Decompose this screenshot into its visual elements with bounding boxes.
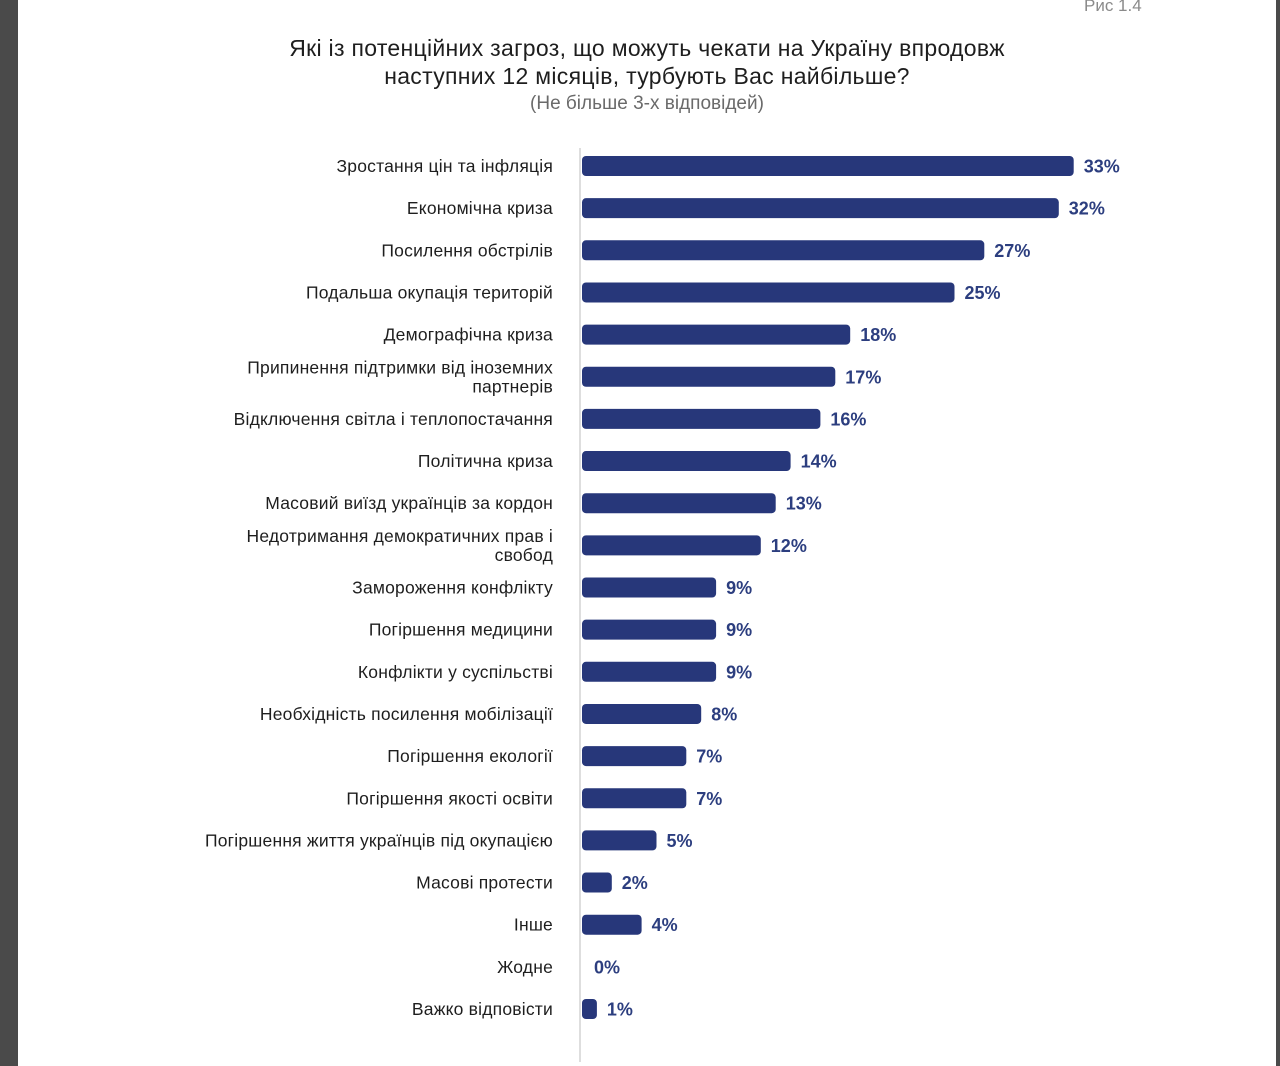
value-label: 9% — [726, 578, 752, 598]
category-label: Погіршення екології — [387, 746, 553, 766]
category-label: Жодне — [497, 957, 553, 977]
value-label: 32% — [1069, 199, 1105, 219]
category-label: Замороження конфлікту — [352, 578, 553, 598]
bar — [582, 156, 1074, 176]
bar — [582, 619, 717, 640]
bar — [582, 240, 985, 261]
value-label: 12% — [771, 536, 807, 556]
bar — [582, 914, 642, 935]
value-label: 7% — [696, 789, 722, 809]
bar — [582, 788, 687, 809]
value-label: 9% — [726, 620, 752, 640]
value-label: 5% — [667, 831, 693, 851]
value-label: 9% — [726, 662, 752, 682]
bar — [582, 999, 597, 1019]
category-label: Погіршення життя українців під окупацією — [205, 830, 553, 850]
bar — [582, 872, 612, 893]
chart-subtitle: (Не більше 3-х відповідей) — [530, 93, 764, 114]
category-label: Посилення обстрілів — [381, 240, 553, 260]
category-label: Масові протести — [416, 873, 553, 893]
value-label: 27% — [994, 241, 1030, 261]
bar — [582, 577, 717, 598]
bar — [582, 198, 1059, 219]
bar — [582, 493, 776, 514]
category-label: Зростання цін та інфляція — [337, 156, 554, 176]
bar — [582, 661, 717, 682]
bar — [582, 366, 836, 387]
category-label: Важко відповісти — [412, 999, 553, 1019]
category-label: Подальша окупація територій — [306, 282, 553, 302]
category-label: Конфлікти у суспільстві — [358, 662, 553, 682]
bar — [582, 746, 687, 767]
category-label: Погіршення медицини — [369, 620, 553, 640]
bar — [582, 324, 851, 345]
value-label: 4% — [652, 915, 678, 935]
figure-label: Рис 1.4 — [1084, 0, 1142, 15]
value-label: 33% — [1084, 157, 1120, 177]
value-label: 1% — [607, 1000, 633, 1020]
category-label: Необхідність посилення мобілізації — [260, 704, 553, 724]
value-label: 18% — [860, 325, 896, 345]
value-label: 14% — [801, 452, 837, 472]
category-label: Інше — [514, 915, 553, 935]
chart-title-line-1: Які із потенційних загроз, що можуть чек… — [289, 35, 1005, 61]
value-label: 8% — [711, 704, 737, 724]
bar — [582, 535, 761, 556]
bar — [582, 703, 702, 724]
value-label: 7% — [696, 747, 722, 767]
category-label: Відключення світла і теплопостачання — [234, 409, 553, 429]
value-label: 13% — [786, 494, 822, 514]
bar — [582, 408, 821, 429]
chart-title-line-2: наступних 12 місяців, турбують Вас найбі… — [384, 63, 910, 89]
value-label: 25% — [965, 283, 1001, 303]
value-label: 0% — [594, 957, 620, 977]
category-label: Припинення підтримки від іноземних партне… — [247, 357, 553, 396]
bar — [582, 830, 657, 851]
category-label: Погіршення якості освіти — [346, 788, 553, 808]
bar — [582, 451, 791, 472]
category-label: Демографічна криза — [384, 325, 553, 345]
category-label: Економічна криза — [407, 198, 553, 218]
category-label: Недотримання демократичних прав і свобод — [247, 526, 554, 565]
bar-chart: Зростання цін та інфляція 33% Економічна к… — [205, 148, 1120, 1062]
value-label: 16% — [830, 409, 866, 429]
category-label: Політична криза — [418, 451, 553, 471]
bar — [582, 282, 955, 303]
chart-title: Які із потенційних загроз, що можуть чек… — [18, 34, 1276, 90]
value-label: 2% — [622, 873, 648, 893]
report-page: Рис 1.4 Які із потенційних загроз, що мо… — [18, 0, 1276, 1066]
value-label: 17% — [845, 367, 881, 387]
category-label: Масовий виїзд українців за кордон — [265, 493, 553, 513]
